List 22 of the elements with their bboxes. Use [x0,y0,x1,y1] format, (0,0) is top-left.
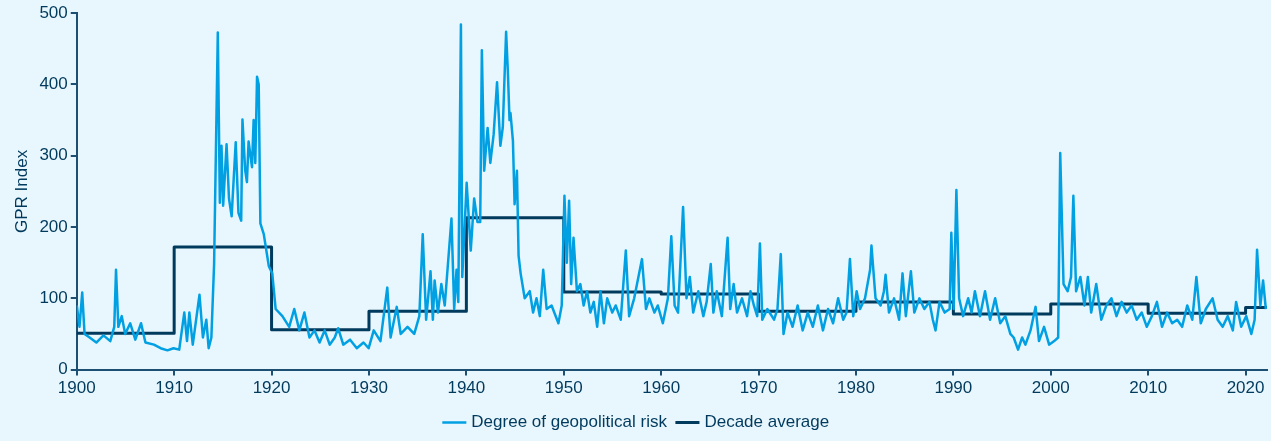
y-tick-label: 0 [58,359,68,379]
y-tick-label: 300 [39,145,68,165]
x-tick-label: 1970 [739,378,778,398]
y-tick-label: 200 [39,216,68,236]
y-tick-label: 100 [39,288,68,308]
x-tick-label: 2010 [1129,378,1168,398]
x-tick-label: 1930 [350,378,388,398]
y-tick-label: 500 [39,2,68,22]
x-tick-label: 1940 [447,378,486,398]
legend-label: Degree of geopolitical risk [471,412,668,432]
y-tick-label: 400 [39,74,68,94]
x-tick-label: 2020 [1226,378,1265,398]
x-tick-label: 2000 [1031,378,1070,398]
x-tick-label: 1950 [544,378,583,398]
x-tick-label: 1990 [934,378,973,398]
y-axis-title: GPR Index [11,149,31,233]
x-tick-label: 1900 [57,378,96,398]
x-tick-label: 1980 [837,378,875,398]
x-tick-label: 1960 [642,378,681,398]
legend-label: Decade average [704,412,830,432]
x-tick-label: 1920 [252,378,291,398]
x-tick-label: 1910 [155,378,194,398]
